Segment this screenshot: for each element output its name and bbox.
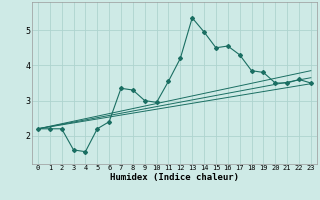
X-axis label: Humidex (Indice chaleur): Humidex (Indice chaleur) bbox=[110, 173, 239, 182]
